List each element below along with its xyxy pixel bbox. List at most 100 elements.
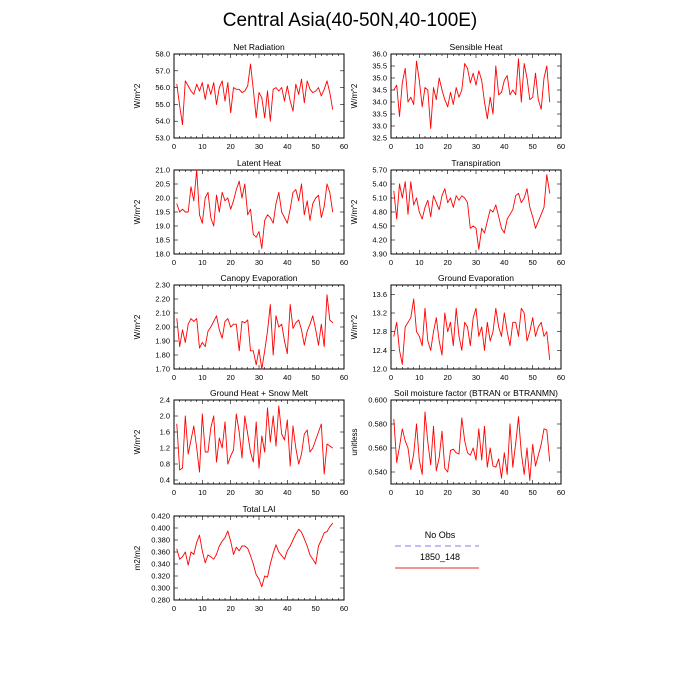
y-tick-label: 34.5: [372, 86, 387, 95]
data-point: [261, 586, 263, 588]
data-point: [503, 80, 505, 81]
y-tick-label: 18.0: [155, 250, 170, 259]
data-point: [230, 540, 232, 542]
data-point: [224, 321, 226, 322]
data-point: [526, 77, 528, 79]
data-point: [278, 551, 280, 553]
data-point: [187, 564, 189, 566]
data-point: [224, 421, 226, 423]
data-point: [323, 346, 325, 347]
data-point: [250, 451, 251, 453]
data-point: [252, 461, 254, 463]
data-point: [303, 433, 305, 435]
data-point: [515, 321, 517, 323]
x-tick-label: 50: [311, 142, 319, 151]
data-point: [247, 214, 249, 216]
data-point: [289, 545, 291, 547]
data-point: [427, 89, 429, 91]
data-point: [201, 342, 203, 343]
panel-title: Ground Evaporation: [438, 273, 514, 283]
x-tick-label: 30: [255, 373, 263, 382]
data-point: [461, 417, 463, 419]
y-tick-label: 2.10: [155, 309, 170, 318]
data-point: [481, 326, 483, 328]
data-point: [438, 77, 440, 79]
data-point: [512, 321, 514, 323]
data-point: [433, 426, 434, 427]
data-point: [518, 192, 519, 194]
data-point: [201, 413, 203, 415]
data-point: [190, 186, 192, 188]
data-point: [399, 183, 400, 185]
data-point: [238, 550, 240, 552]
data-point: [503, 452, 505, 454]
data-point: [267, 214, 268, 216]
data-point: [427, 340, 429, 342]
data-point: [233, 323, 234, 325]
data-point: [235, 413, 237, 415]
data-point: [495, 466, 497, 468]
data-point: [284, 340, 285, 342]
data-point: [549, 460, 551, 462]
data-point: [540, 213, 542, 215]
data-point: [418, 211, 420, 213]
panel-title: Transpiration: [451, 158, 501, 168]
data-point: [416, 197, 417, 199]
data-point: [475, 307, 477, 309]
data-point: [184, 211, 186, 213]
y-tick-label: 19.5: [155, 208, 170, 217]
data-point: [543, 206, 545, 208]
data-point: [486, 321, 488, 323]
data-point: [404, 326, 406, 328]
data-point: [193, 554, 195, 555]
data-point: [535, 465, 536, 467]
x-tick-label: 30: [255, 142, 263, 151]
data-point: [176, 423, 178, 425]
data-point: [413, 104, 415, 105]
data-point: [549, 192, 551, 194]
y-tick-label: 1.70: [155, 365, 170, 374]
data-point: [312, 447, 314, 449]
data-point: [301, 183, 302, 185]
data-point: [469, 454, 471, 456]
data-point: [204, 562, 206, 564]
x-tick-label: 40: [283, 373, 291, 382]
data-point: [486, 118, 488, 120]
panel-net-radiation: Net Radiation W/m^2 0 10 20 30 40 50 60 53.0 54.0 5…: [133, 42, 348, 151]
data-point: [495, 65, 497, 67]
data-point: [298, 463, 300, 465]
data-point: [404, 68, 406, 69]
y-tick-label: 2.4: [160, 396, 170, 405]
y-tick-label: 5.70: [372, 166, 387, 175]
data-point: [289, 100, 291, 102]
y-tick-label: 21.0: [155, 166, 170, 175]
data-point: [295, 447, 297, 449]
data-point: [320, 323, 322, 325]
data-point: [441, 354, 443, 356]
y-axis-label: W/m^2: [133, 199, 142, 224]
data-point: [546, 65, 548, 67]
data-point: [520, 101, 522, 103]
data-point: [512, 89, 514, 91]
y-tick-label: 4.50: [372, 222, 387, 231]
data-point: [520, 452, 522, 454]
data-point: [230, 208, 232, 210]
data-point: [286, 550, 288, 552]
x-tick-label: 30: [255, 604, 263, 613]
data-point: [261, 435, 263, 437]
data-point: [193, 425, 195, 427]
data-point: [184, 80, 186, 82]
data-point: [233, 449, 234, 451]
data-point: [233, 87, 234, 88]
data-point: [320, 217, 322, 218]
data-point: [298, 200, 300, 202]
x-tick-label: 10: [415, 488, 423, 497]
data-point: [252, 234, 254, 235]
data-point: [523, 197, 525, 199]
data-point: [396, 321, 398, 323]
data-point: [233, 554, 234, 555]
data-point: [244, 90, 246, 92]
series-line-latent-heat: [176, 169, 334, 249]
data-point: [458, 453, 460, 455]
data-point: [433, 331, 434, 333]
